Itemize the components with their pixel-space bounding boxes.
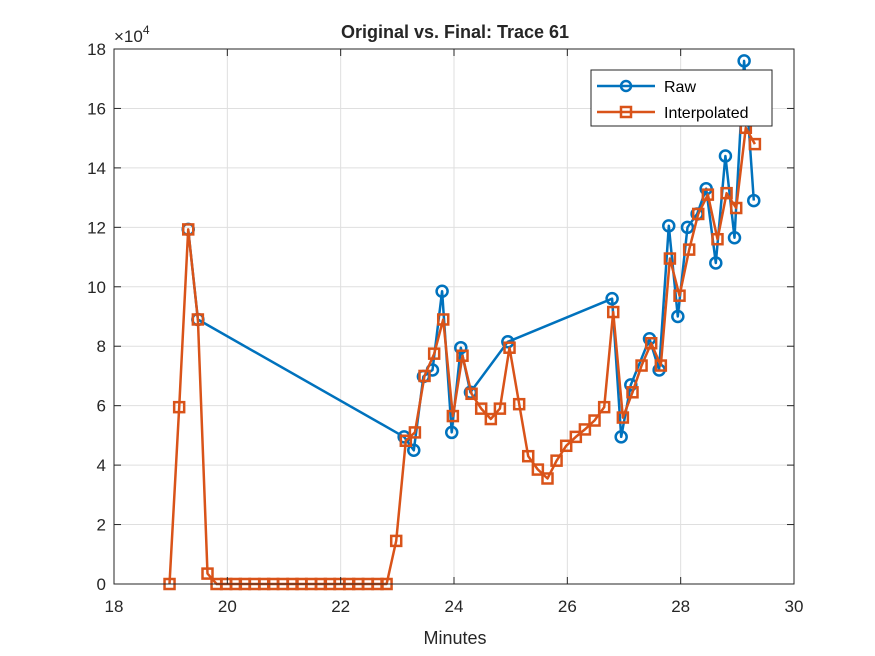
data-point-interpolated <box>446 409 460 423</box>
y-axis-exponent: ×104 <box>114 23 150 46</box>
data-point-interpolated <box>606 305 620 319</box>
data-point-interpolated <box>748 137 762 151</box>
data-point-interpolated <box>635 359 648 372</box>
data-point-raw <box>737 54 751 68</box>
data-point-interpolated <box>654 359 668 372</box>
data-point-raw <box>709 256 723 270</box>
y-tick-label: 12 <box>87 218 106 237</box>
y-tick-label: 0 <box>97 575 106 594</box>
data-point-interpolated <box>436 313 450 326</box>
legend-marker-interpolated <box>619 105 633 119</box>
y-tick-label: 2 <box>97 516 106 535</box>
data-point-interpolated <box>172 400 186 414</box>
data-point-interpolated <box>616 411 630 424</box>
data-point-interpolated <box>427 347 441 360</box>
data-point-interpolated <box>181 223 195 236</box>
data-point-raw <box>680 220 695 235</box>
data-point-interpolated <box>465 387 478 401</box>
data-point-interpolated <box>484 412 498 426</box>
data-point-interpolated <box>729 201 743 215</box>
svg-text:×104: ×104 <box>114 23 150 46</box>
data-point-raw <box>605 291 619 306</box>
data-point-interpolated <box>389 534 403 548</box>
data-point-interpolated <box>691 207 705 221</box>
legend-label-interpolated: Interpolated <box>664 105 749 122</box>
data-point-interpolated <box>569 430 583 444</box>
data-point-raw <box>727 230 742 245</box>
data-point-interpolated <box>531 463 545 476</box>
data-point-interpolated <box>682 243 696 256</box>
x-tick-label: 30 <box>785 597 804 616</box>
data-point-raw <box>614 430 628 444</box>
data-point-interpolated <box>701 188 715 201</box>
chart-title: Original vs. Final: Trace 61 <box>341 22 569 42</box>
data-point-interpolated <box>720 186 733 200</box>
data-point-interpolated <box>408 426 422 439</box>
data-point-raw <box>662 219 676 233</box>
data-point-interpolated <box>711 232 724 246</box>
data-point-interpolated <box>663 252 677 265</box>
x-tick-label: 20 <box>218 597 237 616</box>
data-point-interpolated <box>578 423 592 436</box>
data-point-raw <box>407 443 421 457</box>
y-tick-label: 10 <box>87 278 106 297</box>
data-point-interpolated <box>503 341 516 354</box>
data-point-raw <box>444 425 459 440</box>
legend-item-interpolated: Interpolated <box>597 105 749 122</box>
y-tick-label: 16 <box>87 99 106 118</box>
data-point-interpolated <box>493 402 507 415</box>
data-point-interpolated <box>597 400 611 414</box>
data-point-interpolated <box>201 567 214 580</box>
y-exponent-base: ×10 <box>114 27 143 46</box>
data-point-interpolated <box>418 369 431 383</box>
data-point-interpolated <box>588 414 601 427</box>
plot-area <box>113 48 795 591</box>
legend-label-raw: Raw <box>664 79 696 96</box>
legend-item-raw: Raw <box>597 79 696 96</box>
x-tick-label: 26 <box>558 597 577 616</box>
data-point-raw <box>435 284 449 298</box>
data-point-interpolated <box>673 289 686 302</box>
x-tick-label: 24 <box>445 597 464 616</box>
data-point-interpolated <box>541 472 554 485</box>
data-point-interpolated <box>644 337 658 350</box>
y-tick-label: 18 <box>87 40 106 59</box>
x-axis-label: Minutes <box>423 628 486 648</box>
y-tick-label: 14 <box>87 159 106 178</box>
data-point-raw <box>747 193 761 208</box>
data-point-interpolated <box>550 454 563 467</box>
legend-marker-raw <box>619 79 633 93</box>
y-tick-label: 6 <box>97 397 106 416</box>
x-tick-label: 18 <box>105 597 124 616</box>
y-tick-label: 4 <box>97 456 106 475</box>
data-point-raw <box>671 309 685 324</box>
data-point-interpolated <box>512 397 526 411</box>
x-axis: 18 20 22 24 26 28 30 <box>105 49 804 616</box>
data-point-raw <box>718 149 733 163</box>
y-tick-label: 8 <box>97 337 106 356</box>
y-axis: 0 2 4 6 8 10 12 14 16 18 <box>87 40 794 594</box>
data-point-interpolated <box>456 349 469 362</box>
data-point-interpolated <box>191 313 205 326</box>
legend: Raw Interpolated <box>590 69 773 127</box>
data-point-interpolated <box>399 434 413 447</box>
x-tick-label: 28 <box>671 597 690 616</box>
data-point-raw <box>454 340 468 355</box>
x-tick-label: 22 <box>331 597 350 616</box>
data-point-interpolated <box>521 449 535 463</box>
data-point-interpolated <box>474 402 488 415</box>
y-exponent-power: 4 <box>143 23 150 37</box>
data-point-interpolated <box>626 386 639 399</box>
data-point-interpolated <box>559 439 573 453</box>
